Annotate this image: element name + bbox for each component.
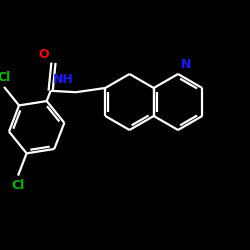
Text: NH: NH — [53, 73, 74, 86]
Text: O: O — [39, 48, 50, 61]
Text: N: N — [181, 58, 192, 71]
Text: Cl: Cl — [0, 71, 11, 84]
Text: Cl: Cl — [12, 178, 25, 192]
